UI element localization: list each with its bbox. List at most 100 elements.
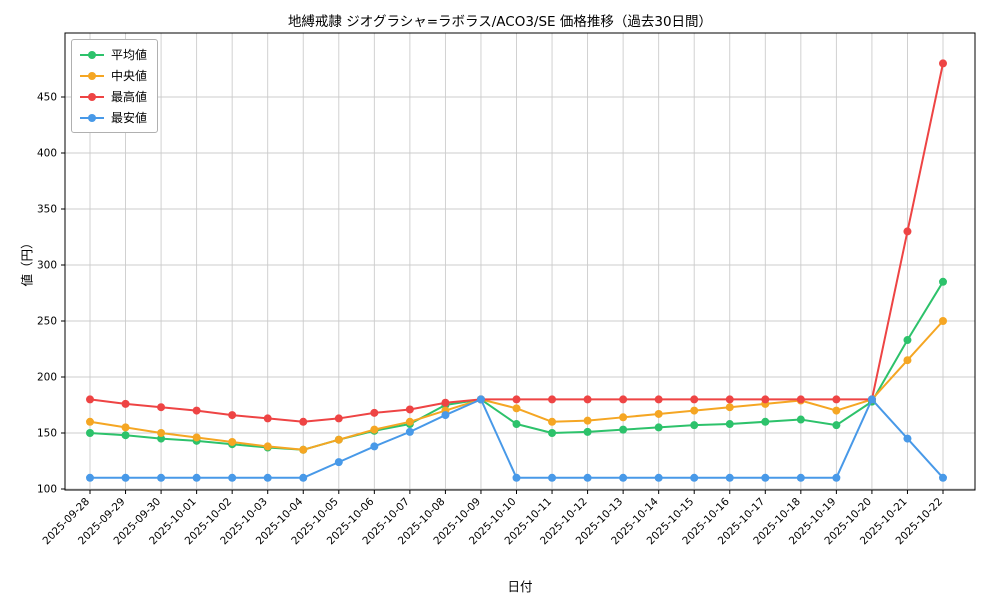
data-point-marker xyxy=(832,395,841,404)
data-point-marker xyxy=(157,473,166,482)
y-tick-label: 200 xyxy=(37,371,57,383)
data-point-marker xyxy=(583,395,592,404)
data-point-marker xyxy=(157,434,166,443)
data-point-marker xyxy=(512,473,521,482)
data-point-marker xyxy=(405,405,414,414)
data-point-marker xyxy=(192,406,201,415)
y-tick-label: 450 xyxy=(37,91,57,103)
data-point-marker xyxy=(939,473,947,482)
data-point-marker xyxy=(903,336,912,345)
data-point-marker xyxy=(263,414,272,423)
data-point-marker xyxy=(548,473,557,482)
data-point-marker xyxy=(121,423,130,432)
data-point-marker xyxy=(690,406,699,415)
data-point-marker xyxy=(619,413,628,422)
data-point-marker xyxy=(761,473,770,482)
data-point-marker xyxy=(903,227,912,236)
data-point-marker xyxy=(370,408,379,417)
data-point-marker xyxy=(619,395,628,404)
data-point-marker xyxy=(370,425,379,434)
legend-item-最高値: 最高値 xyxy=(79,87,147,106)
data-point-marker xyxy=(228,437,237,446)
data-point-marker xyxy=(619,473,628,482)
data-point-marker xyxy=(299,417,308,426)
data-point-marker xyxy=(86,473,94,482)
data-point-marker xyxy=(725,473,734,482)
data-point-marker xyxy=(192,433,201,442)
data-point-marker xyxy=(654,423,663,432)
data-point-marker xyxy=(121,431,130,440)
data-point-marker xyxy=(299,473,308,482)
data-point-marker xyxy=(228,411,237,420)
data-point-marker xyxy=(583,427,592,436)
legend-label: 平均値 xyxy=(111,48,148,62)
data-point-marker xyxy=(334,414,343,423)
data-point-marker xyxy=(405,427,414,436)
gridlines xyxy=(65,33,975,490)
data-point-marker xyxy=(761,395,770,404)
data-point-marker xyxy=(690,421,699,430)
y-tick-label: 100 xyxy=(37,483,57,495)
data-point-marker xyxy=(867,395,876,404)
y-tick-label: 350 xyxy=(37,203,57,215)
data-point-marker xyxy=(548,417,557,426)
legend-item-最安値: 最安値 xyxy=(79,108,147,127)
data-point-marker xyxy=(512,420,521,429)
data-point-marker xyxy=(157,403,166,412)
x-axis-ticks: 2025-09-282025-09-292025-09-302025-10-01… xyxy=(40,490,945,547)
data-point-marker xyxy=(476,395,485,404)
data-point-marker xyxy=(228,473,237,482)
data-point-marker xyxy=(512,404,521,413)
data-point-marker xyxy=(86,428,94,437)
data-point-marker xyxy=(405,417,414,426)
y-tick-label: 150 xyxy=(37,427,57,439)
data-point-marker xyxy=(86,395,94,404)
data-point-marker xyxy=(192,473,201,482)
y-tick-label: 250 xyxy=(37,315,57,327)
data-point-marker xyxy=(370,442,379,451)
data-point-marker xyxy=(903,434,912,443)
data-point-marker xyxy=(654,473,663,482)
data-point-marker xyxy=(441,398,450,407)
data-point-marker xyxy=(121,473,130,482)
data-point-marker xyxy=(619,425,628,434)
x-axis-label: 日付 xyxy=(507,579,533,594)
legend-item-平均値: 平均値 xyxy=(79,45,147,64)
data-point-marker xyxy=(121,399,130,408)
legend-label: 最高値 xyxy=(111,90,148,104)
data-point-marker xyxy=(654,395,663,404)
data-point-marker xyxy=(512,395,521,404)
data-point-marker xyxy=(939,59,947,68)
data-point-marker xyxy=(832,473,841,482)
legend-line-marker-icon xyxy=(80,113,104,122)
data-point-marker xyxy=(796,473,805,482)
data-point-marker xyxy=(832,406,841,415)
data-point-marker xyxy=(334,458,343,467)
legend: 平均値中央値最高値最安値 xyxy=(71,39,159,133)
data-point-marker xyxy=(548,428,557,437)
data-point-marker xyxy=(299,445,308,454)
data-point-marker xyxy=(761,417,770,426)
data-point-marker xyxy=(725,403,734,412)
y-tick-label: 400 xyxy=(37,147,57,159)
legend-line-marker-icon xyxy=(80,92,104,101)
legend-line-marker-icon xyxy=(80,50,104,59)
data-point-marker xyxy=(690,395,699,404)
data-point-marker xyxy=(725,420,734,429)
legend-label: 中央値 xyxy=(111,69,148,83)
plot-border xyxy=(64,32,976,491)
data-point-marker xyxy=(441,411,450,420)
data-point-marker xyxy=(796,415,805,424)
data-point-marker xyxy=(334,435,343,444)
data-point-marker xyxy=(548,395,557,404)
y-tick-label: 300 xyxy=(37,259,57,271)
data-point-marker xyxy=(263,442,272,451)
data-point-marker xyxy=(725,395,734,404)
legend-item-中央値: 中央値 xyxy=(79,66,147,85)
data-point-marker xyxy=(939,277,947,286)
data-point-marker xyxy=(939,316,947,325)
data-point-marker xyxy=(903,356,912,365)
y-axis-label: 値（円） xyxy=(19,236,35,287)
